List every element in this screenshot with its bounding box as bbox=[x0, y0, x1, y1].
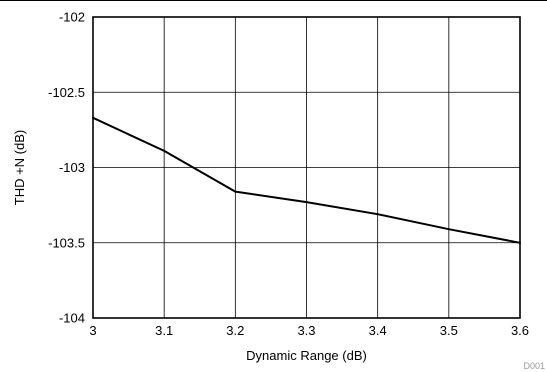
y-tick-label-3: -103.5 bbox=[48, 235, 85, 250]
x-tick-label-1: 3.1 bbox=[155, 323, 173, 338]
x-tick-label-0: 3 bbox=[89, 323, 96, 338]
x-axis-title: Dynamic Range (dB) bbox=[246, 348, 367, 363]
y-tick-label-4: -104 bbox=[59, 311, 85, 326]
plot-area-frame bbox=[92, 16, 521, 319]
y-tick-label-2: -103 bbox=[59, 160, 85, 175]
y-axis-title: THD +N (dB) bbox=[12, 130, 27, 205]
series-line-0 bbox=[92, 116, 521, 244]
x-tick-label-6: 3.6 bbox=[511, 323, 529, 338]
x-tick-label-5: 3.5 bbox=[440, 323, 458, 338]
series-layer bbox=[92, 116, 521, 244]
x-tick-label-4: 3.4 bbox=[369, 323, 387, 338]
figure-code-label: D001 bbox=[523, 361, 545, 371]
x-tick-label-3: 3.3 bbox=[297, 323, 315, 338]
x-axis-ticks: 3 3.1 3.2 3.3 3.4 3.5 3.6 bbox=[89, 323, 529, 338]
y-axis-ticks: -102 -102.5 -103 -103.5 -104 bbox=[48, 10, 85, 326]
y-tick-label-0: -102 bbox=[59, 10, 85, 25]
grid bbox=[93, 17, 520, 318]
y-tick-label-1: -102.5 bbox=[48, 85, 85, 100]
x-tick-label-2: 3.2 bbox=[226, 323, 244, 338]
